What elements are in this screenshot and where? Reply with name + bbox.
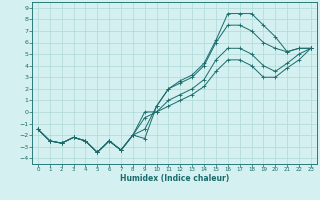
X-axis label: Humidex (Indice chaleur): Humidex (Indice chaleur) — [120, 174, 229, 183]
